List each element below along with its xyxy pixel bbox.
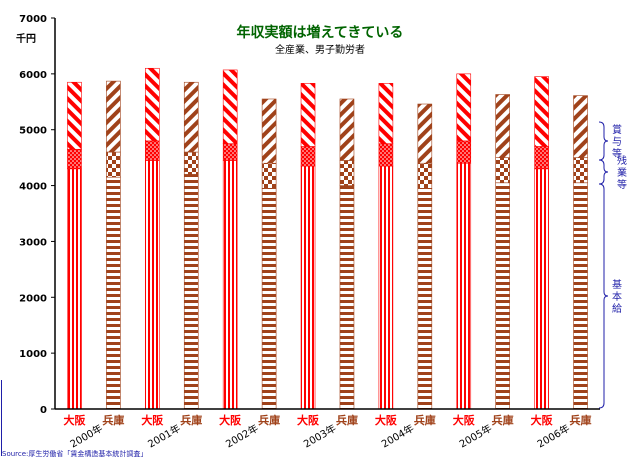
legend-label-char: 与 [612,136,622,148]
bar-segment-bonus [145,67,160,142]
x-label-osaka: 大阪 [453,413,476,427]
bar-segment-base-pay [67,168,82,410]
bar-segment-base-pay [534,168,549,410]
x-label-osaka: 大阪 [375,413,398,427]
bar-segment-bonus [261,98,277,164]
bar-segment-bonus [67,81,82,150]
x-label-hyogo: 兵庫 [570,413,592,427]
x-label-hyogo: 兵庫 [258,413,280,427]
x-label-osaka: 大阪 [297,413,320,427]
legend-brace [598,183,609,409]
source-note: Source:厚生労働省「賃金構造基本統計調査」 [2,450,148,458]
bar-segment-bonus [106,80,121,153]
legend-brace [598,121,609,161]
bar-segment-overtime [67,148,82,170]
bar-segment-overtime [456,140,472,164]
bar-segment-overtime [300,146,316,167]
y-tick-label: 6000 [19,70,47,81]
bar-segment-base-pay [300,165,316,410]
legend-label-char: 賞 [612,123,622,136]
bar-segment-bonus [339,98,355,161]
chart-subtitle: 全産業、男子勤労者 [275,43,365,56]
x-label-hyogo: 兵庫 [414,413,436,427]
bar-segment-base-pay [378,165,394,410]
bar-segment-overtime [534,146,549,170]
x-label-hyogo: 兵庫 [336,413,358,427]
y-tick-label: 0 [40,405,47,416]
legend-label-char: 給 [612,302,622,315]
bar-segment-bonus [222,69,238,144]
bar-segment-bonus [456,73,472,142]
bar-segment-bonus [300,83,316,147]
bar-segment-base-pay [145,160,160,410]
x-label-hyogo: 兵庫 [102,413,124,427]
bar-segment-overtime [417,162,433,189]
legend-label-char: 等 [617,178,627,191]
legend-label-char: 等 [612,147,622,160]
bar-segment-overtime [145,140,160,161]
bar-segment-overtime [183,151,199,175]
y-tick-label: 1000 [19,349,47,360]
x-label-osaka: 大阪 [141,413,164,427]
legend-label-char: 残 [617,154,627,167]
bar-segment-overtime [573,157,588,184]
bar-segment-base-pay [573,182,588,410]
bar-segment-overtime [339,160,355,186]
bar-segment-overtime [106,151,121,178]
bars [55,67,600,410]
bar-segment-bonus [378,83,394,144]
x-label-hyogo: 兵庫 [492,413,514,427]
bar-segment-bonus [183,81,199,153]
source-rule [1,380,2,456]
bar-segment-overtime [495,157,510,184]
y-tick-label: 5000 [19,126,47,137]
x-label-osaka: 大阪 [531,413,554,427]
y-tick-label: 2000 [19,293,47,304]
bar-segment-overtime [222,143,238,161]
y-axis-unit-label: 千円 [16,32,36,45]
bar-segment-bonus [495,94,510,158]
chart-title: 年収実額は増えてきている [237,24,404,41]
bar-segment-base-pay [456,162,472,410]
x-label-hyogo: 兵庫 [180,413,202,427]
bar-segment-base-pay [222,160,238,410]
x-label-osaka: 大阪 [63,413,86,427]
bar-segment-base-pay [261,188,277,410]
y-tick-label: 7000 [19,14,47,25]
bar-segment-base-pay [339,185,355,410]
bar-segment-base-pay [106,176,121,410]
legend-label-char: 本 [612,290,622,303]
bar-segment-bonus [417,103,433,164]
legend-label-char: 業 [617,166,627,179]
x-label-osaka: 大阪 [219,413,242,427]
bar-segment-bonus [573,95,588,158]
bar-segment-base-pay [183,174,199,410]
bar-segment-bonus [534,76,549,147]
bar-segment-overtime [261,162,277,189]
legend-label-char: 基 [612,278,622,291]
legend-brace [598,159,609,185]
y-tick-label: 4000 [19,182,47,193]
bar-segment-base-pay [495,182,510,410]
bar-segment-base-pay [417,188,433,410]
y-axis: 0 1000 2000 3000 4000 5000 6000 7000 [19,14,56,416]
y-tick-label: 3000 [19,237,47,248]
bar-segment-overtime [378,143,394,167]
